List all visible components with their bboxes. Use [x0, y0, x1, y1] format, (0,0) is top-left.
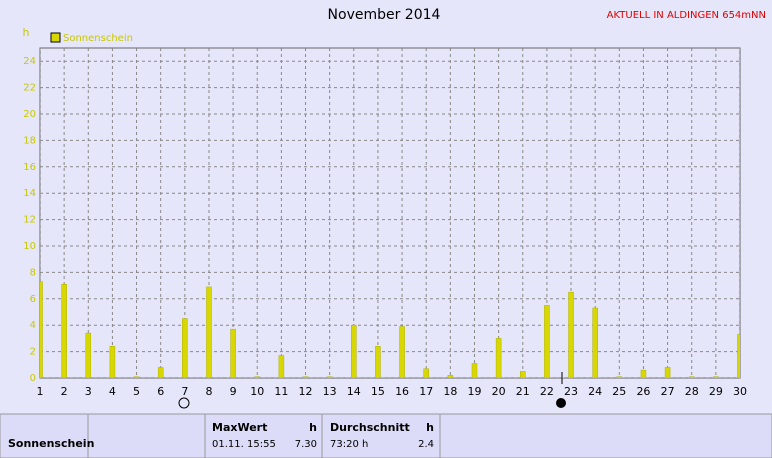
bar	[447, 375, 454, 378]
x-tick-label: 10	[250, 385, 264, 398]
x-tick-label: 12	[299, 385, 313, 398]
bar	[688, 376, 695, 378]
y-tick-label: 6	[30, 294, 36, 305]
x-tick-label: 16	[395, 385, 409, 398]
bar	[85, 332, 92, 378]
bar	[495, 338, 502, 378]
max-time: 01.11. 15:55	[212, 439, 276, 450]
y-tick-label: 2	[30, 347, 36, 358]
plot-content	[40, 48, 740, 378]
bar	[254, 376, 260, 378]
bar	[61, 284, 67, 378]
bar	[206, 286, 212, 378]
y-tick-label: 16	[23, 162, 36, 173]
bar	[737, 334, 740, 378]
bar	[375, 346, 381, 378]
legend-swatch	[50, 32, 61, 43]
x-tick-label: 6	[157, 385, 164, 398]
bar	[423, 368, 429, 378]
plot-area	[39, 47, 741, 379]
full-moon-icon	[178, 397, 190, 409]
x-tick-label: 20	[492, 385, 506, 398]
bar	[616, 376, 623, 378]
bar	[568, 291, 574, 378]
legend-label: Sonnenschein	[63, 33, 133, 44]
x-tick-label: 15	[371, 385, 385, 398]
bar	[592, 307, 598, 378]
y-tick-label: 12	[23, 215, 36, 226]
y-tick-label: 24	[23, 56, 36, 67]
summary-table: Sonnenschein MaxWert h 01.11. 15:55 7.30…	[0, 413, 772, 458]
bar	[182, 318, 188, 378]
x-tick-label: 14	[347, 385, 361, 398]
bar	[399, 326, 405, 378]
bar	[40, 281, 43, 378]
bar	[157, 367, 164, 378]
bar	[351, 324, 357, 378]
x-tick-label: 2	[61, 385, 68, 398]
x-tick-label: 25	[612, 385, 626, 398]
y-tick-label: 18	[23, 135, 36, 146]
y-tick-label: 22	[23, 83, 36, 94]
x-tick-label: 13	[323, 385, 337, 398]
bar	[278, 355, 285, 378]
y-tick-label: 4	[30, 320, 36, 331]
bar	[109, 346, 116, 378]
bar	[326, 376, 333, 378]
bar	[544, 305, 550, 378]
x-tick-label: 1	[37, 385, 44, 398]
x-tick-label: 22	[540, 385, 554, 398]
x-tick-label: 4	[109, 385, 116, 398]
bar	[664, 367, 671, 378]
bar	[230, 328, 236, 378]
x-tick-label: 11	[274, 385, 288, 398]
bar	[713, 376, 719, 378]
x-tick-label: 7	[181, 385, 188, 398]
y-tick-label: 14	[23, 188, 36, 199]
x-tick-label: 8	[205, 385, 212, 398]
subtitle: AKTUELL IN ALDINGEN 654mNN	[607, 10, 766, 21]
x-tick-label: 3	[85, 385, 92, 398]
avg-header: Durchschnitt	[330, 421, 410, 434]
x-tick-label: 17	[419, 385, 433, 398]
x-tick-label: 27	[661, 385, 675, 398]
max-value: 7.30	[295, 439, 317, 450]
y-axis-label: h	[23, 26, 30, 39]
x-tick-label: 5	[133, 385, 140, 398]
x-tick-label: 30	[733, 385, 747, 398]
x-tick-label: 26	[636, 385, 650, 398]
bar	[302, 376, 309, 378]
bar	[520, 371, 526, 378]
new-moon-icon	[556, 398, 566, 408]
y-tick-label: 8	[30, 267, 36, 278]
bar	[640, 369, 647, 378]
y-tick-label: 10	[23, 241, 36, 252]
bar	[471, 363, 478, 378]
x-tick-label: 21	[516, 385, 530, 398]
y-tick-label: 0	[30, 373, 36, 384]
chart-title: November 2014	[328, 7, 441, 23]
row-label: Sonnenschein	[8, 437, 94, 450]
x-tick-label: 19	[467, 385, 481, 398]
avg-total: 73:20 h	[330, 439, 368, 450]
x-tick-label: 28	[685, 385, 699, 398]
x-tick-label: 29	[709, 385, 723, 398]
x-tick-label: 18	[443, 385, 457, 398]
x-tick-label: 9	[230, 385, 237, 398]
max-unit: h	[309, 421, 317, 434]
avg-unit: h	[426, 421, 434, 434]
x-tick-label: 23	[564, 385, 578, 398]
avg-value: 2.4	[418, 439, 434, 450]
y-tick-label: 20	[23, 109, 36, 120]
x-tick-label: 24	[588, 385, 602, 398]
bar	[133, 376, 140, 378]
max-header: MaxWert	[212, 421, 267, 434]
